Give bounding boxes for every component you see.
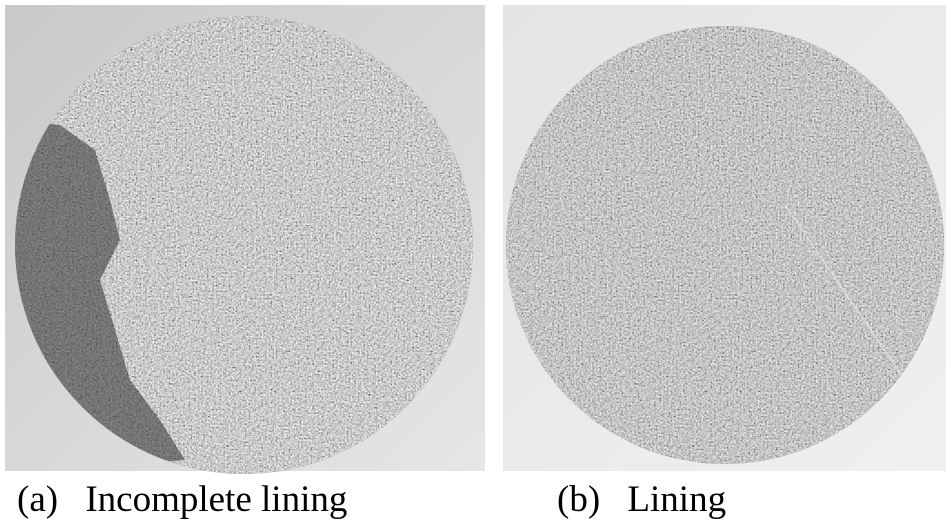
photo-b-disc	[506, 26, 944, 464]
caption-a: (a) Incomplete lining	[17, 478, 347, 521]
photo-a-disc	[15, 16, 473, 474]
caption-b: (b) Lining	[557, 478, 726, 521]
panel-label: (a)	[17, 479, 59, 520]
panel-caption: Lining	[627, 479, 727, 520]
panel-label: (b)	[557, 479, 601, 520]
panel-caption: Incomplete lining	[85, 479, 348, 520]
figure	[5, 5, 946, 474]
